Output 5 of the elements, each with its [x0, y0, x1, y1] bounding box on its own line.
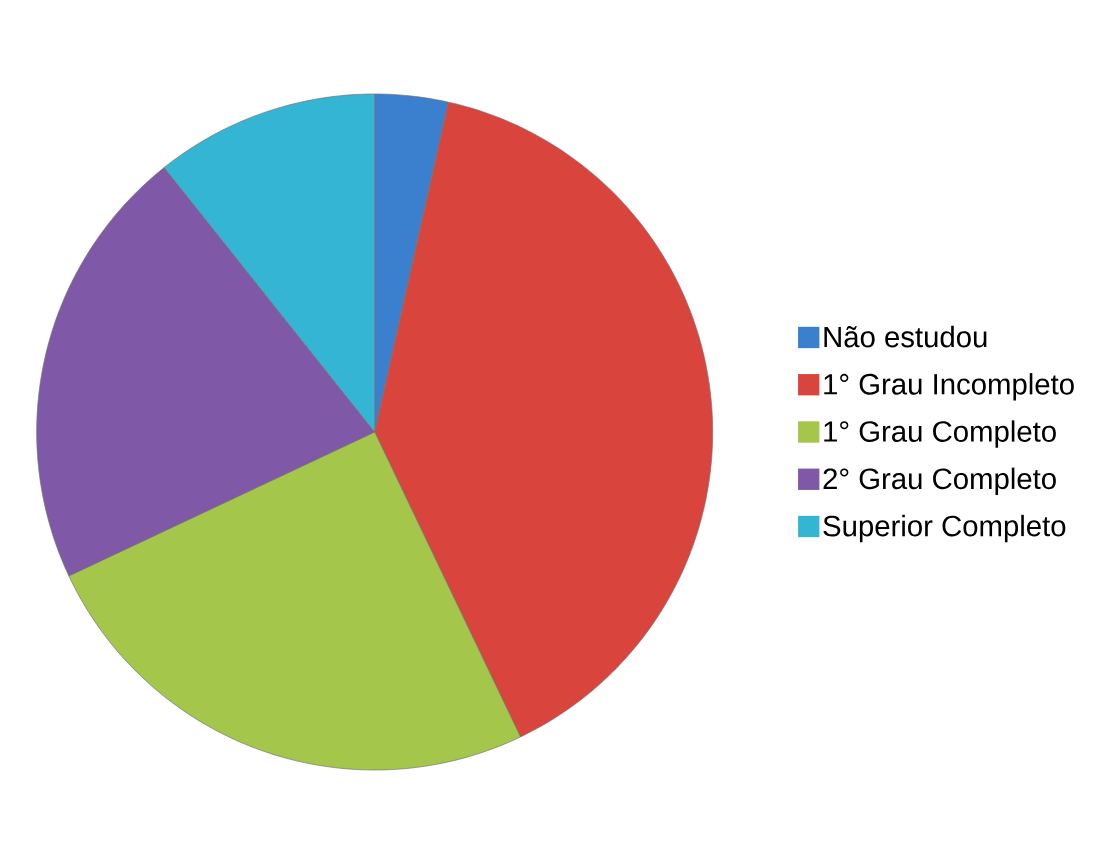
legend-label: 1° Grau Incompleto — [824, 372, 1074, 401]
legend-label: Não estudou — [824, 325, 987, 348]
legend-label: 2° Grau Completo — [823, 467, 1056, 495]
legend-label: 1° Grau Completo — [824, 420, 1056, 448]
legend-label: Superior Completo — [823, 514, 1066, 543]
